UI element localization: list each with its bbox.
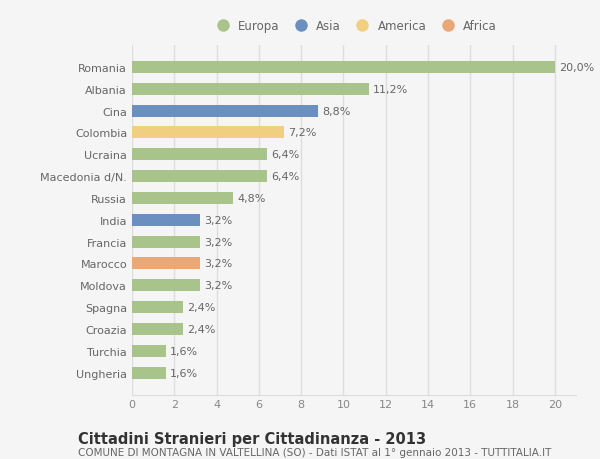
Text: Cittadini Stranieri per Cittadinanza - 2013: Cittadini Stranieri per Cittadinanza - 2… bbox=[78, 431, 426, 447]
Bar bbox=[132, 280, 200, 292]
Text: COMUNE DI MONTAGNA IN VALTELLINA (SO) - Dati ISTAT al 1° gennaio 2013 - TUTTITAL: COMUNE DI MONTAGNA IN VALTELLINA (SO) - … bbox=[78, 448, 551, 458]
Bar bbox=[132, 214, 200, 226]
Text: 6,4%: 6,4% bbox=[272, 172, 300, 182]
Bar bbox=[132, 258, 200, 270]
Text: 11,2%: 11,2% bbox=[373, 84, 408, 95]
Text: 2,4%: 2,4% bbox=[187, 302, 215, 313]
Text: 3,2%: 3,2% bbox=[204, 259, 232, 269]
Bar bbox=[132, 345, 166, 357]
Text: 7,2%: 7,2% bbox=[289, 128, 317, 138]
Text: 4,8%: 4,8% bbox=[238, 194, 266, 203]
Bar bbox=[132, 367, 166, 379]
Bar bbox=[132, 127, 284, 139]
Text: 1,6%: 1,6% bbox=[170, 346, 198, 356]
Bar bbox=[132, 236, 200, 248]
Bar bbox=[132, 62, 555, 74]
Bar bbox=[132, 106, 318, 118]
Text: 6,4%: 6,4% bbox=[272, 150, 300, 160]
Text: 3,2%: 3,2% bbox=[204, 281, 232, 291]
Text: 8,8%: 8,8% bbox=[322, 106, 350, 116]
Text: 1,6%: 1,6% bbox=[170, 368, 198, 378]
Text: 3,2%: 3,2% bbox=[204, 215, 232, 225]
Legend: Europa, Asia, America, Africa: Europa, Asia, America, Africa bbox=[208, 17, 500, 37]
Text: 2,4%: 2,4% bbox=[187, 325, 215, 334]
Bar bbox=[132, 149, 268, 161]
Text: 3,2%: 3,2% bbox=[204, 237, 232, 247]
Bar bbox=[132, 323, 183, 335]
Bar bbox=[132, 302, 183, 313]
Text: 20,0%: 20,0% bbox=[559, 63, 595, 73]
Bar bbox=[132, 171, 268, 183]
Bar bbox=[132, 84, 369, 95]
Bar bbox=[132, 192, 233, 205]
